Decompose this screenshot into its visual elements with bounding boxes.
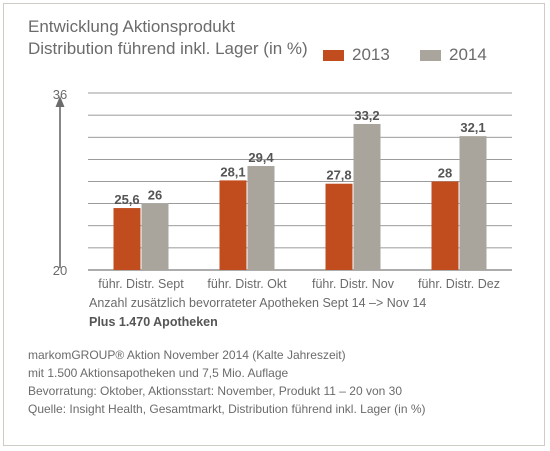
x-tick-label: führ. Distr. Sept [98,277,184,291]
x-tick-label: führ. Distr. Dez [418,277,500,291]
legend-swatch-2013 [323,49,344,61]
data-label: 33,2 [354,108,379,123]
data-label: 26 [148,188,162,203]
x-tick-label: führ. Distr. Nov [312,277,395,291]
y-axis-arrowhead [55,96,65,107]
footer-line3: Bevorratung: Oktober, Aktionsstart: Nove… [28,384,402,398]
bar-2014 [459,136,487,270]
chart-title-line1: Entwicklung Aktionsprodukt [28,17,235,36]
footer: markomGROUP® Aktion November 2014 (Kalte… [28,346,426,418]
y-tick-label: 20 [53,263,67,278]
y-tick-label: 36 [53,87,67,102]
data-label: 27,8 [326,168,351,183]
bar-2013 [325,183,353,270]
chart-title-line2: Distribution führend inkl. Lager (in %) [28,39,308,58]
footer-line4: Quelle: Insight Health, Gesamtmarkt, Dis… [28,402,426,416]
data-label: 25,6 [114,192,139,207]
bar-2013 [219,180,247,270]
bar-2013 [431,181,459,270]
legend-swatch-2014 [420,49,441,61]
bar-2014 [353,123,381,270]
x-tick-label: führ. Distr. Okt [207,277,287,291]
legend-item-2014: 2014 [420,45,487,65]
legend-item-2013: 2013 [323,45,390,65]
note-text: Anzahl zusätzlich bevorrateter Apotheken… [89,296,427,310]
data-label: 32,1 [460,120,485,135]
footer-line1: markomGROUP® Aktion November 2014 (Kalte… [28,348,346,362]
footer-line2: mit 1.500 Aktionsapotheken und 7,5 Mio. … [28,366,289,380]
data-label: 28,1 [220,164,245,179]
chart-title: Entwicklung Aktionsprodukt Distribution … [28,16,308,60]
bar-2013 [113,208,141,270]
bar-2014 [141,203,169,270]
data-label: 29,4 [248,150,274,165]
legend-label-2013: 2013 [352,45,390,64]
bar-2014 [247,166,275,270]
data-label: 28 [438,166,452,181]
legend-label-2014: 2014 [449,45,487,64]
note-highlight: Plus 1.470 Apotheken [89,315,218,329]
